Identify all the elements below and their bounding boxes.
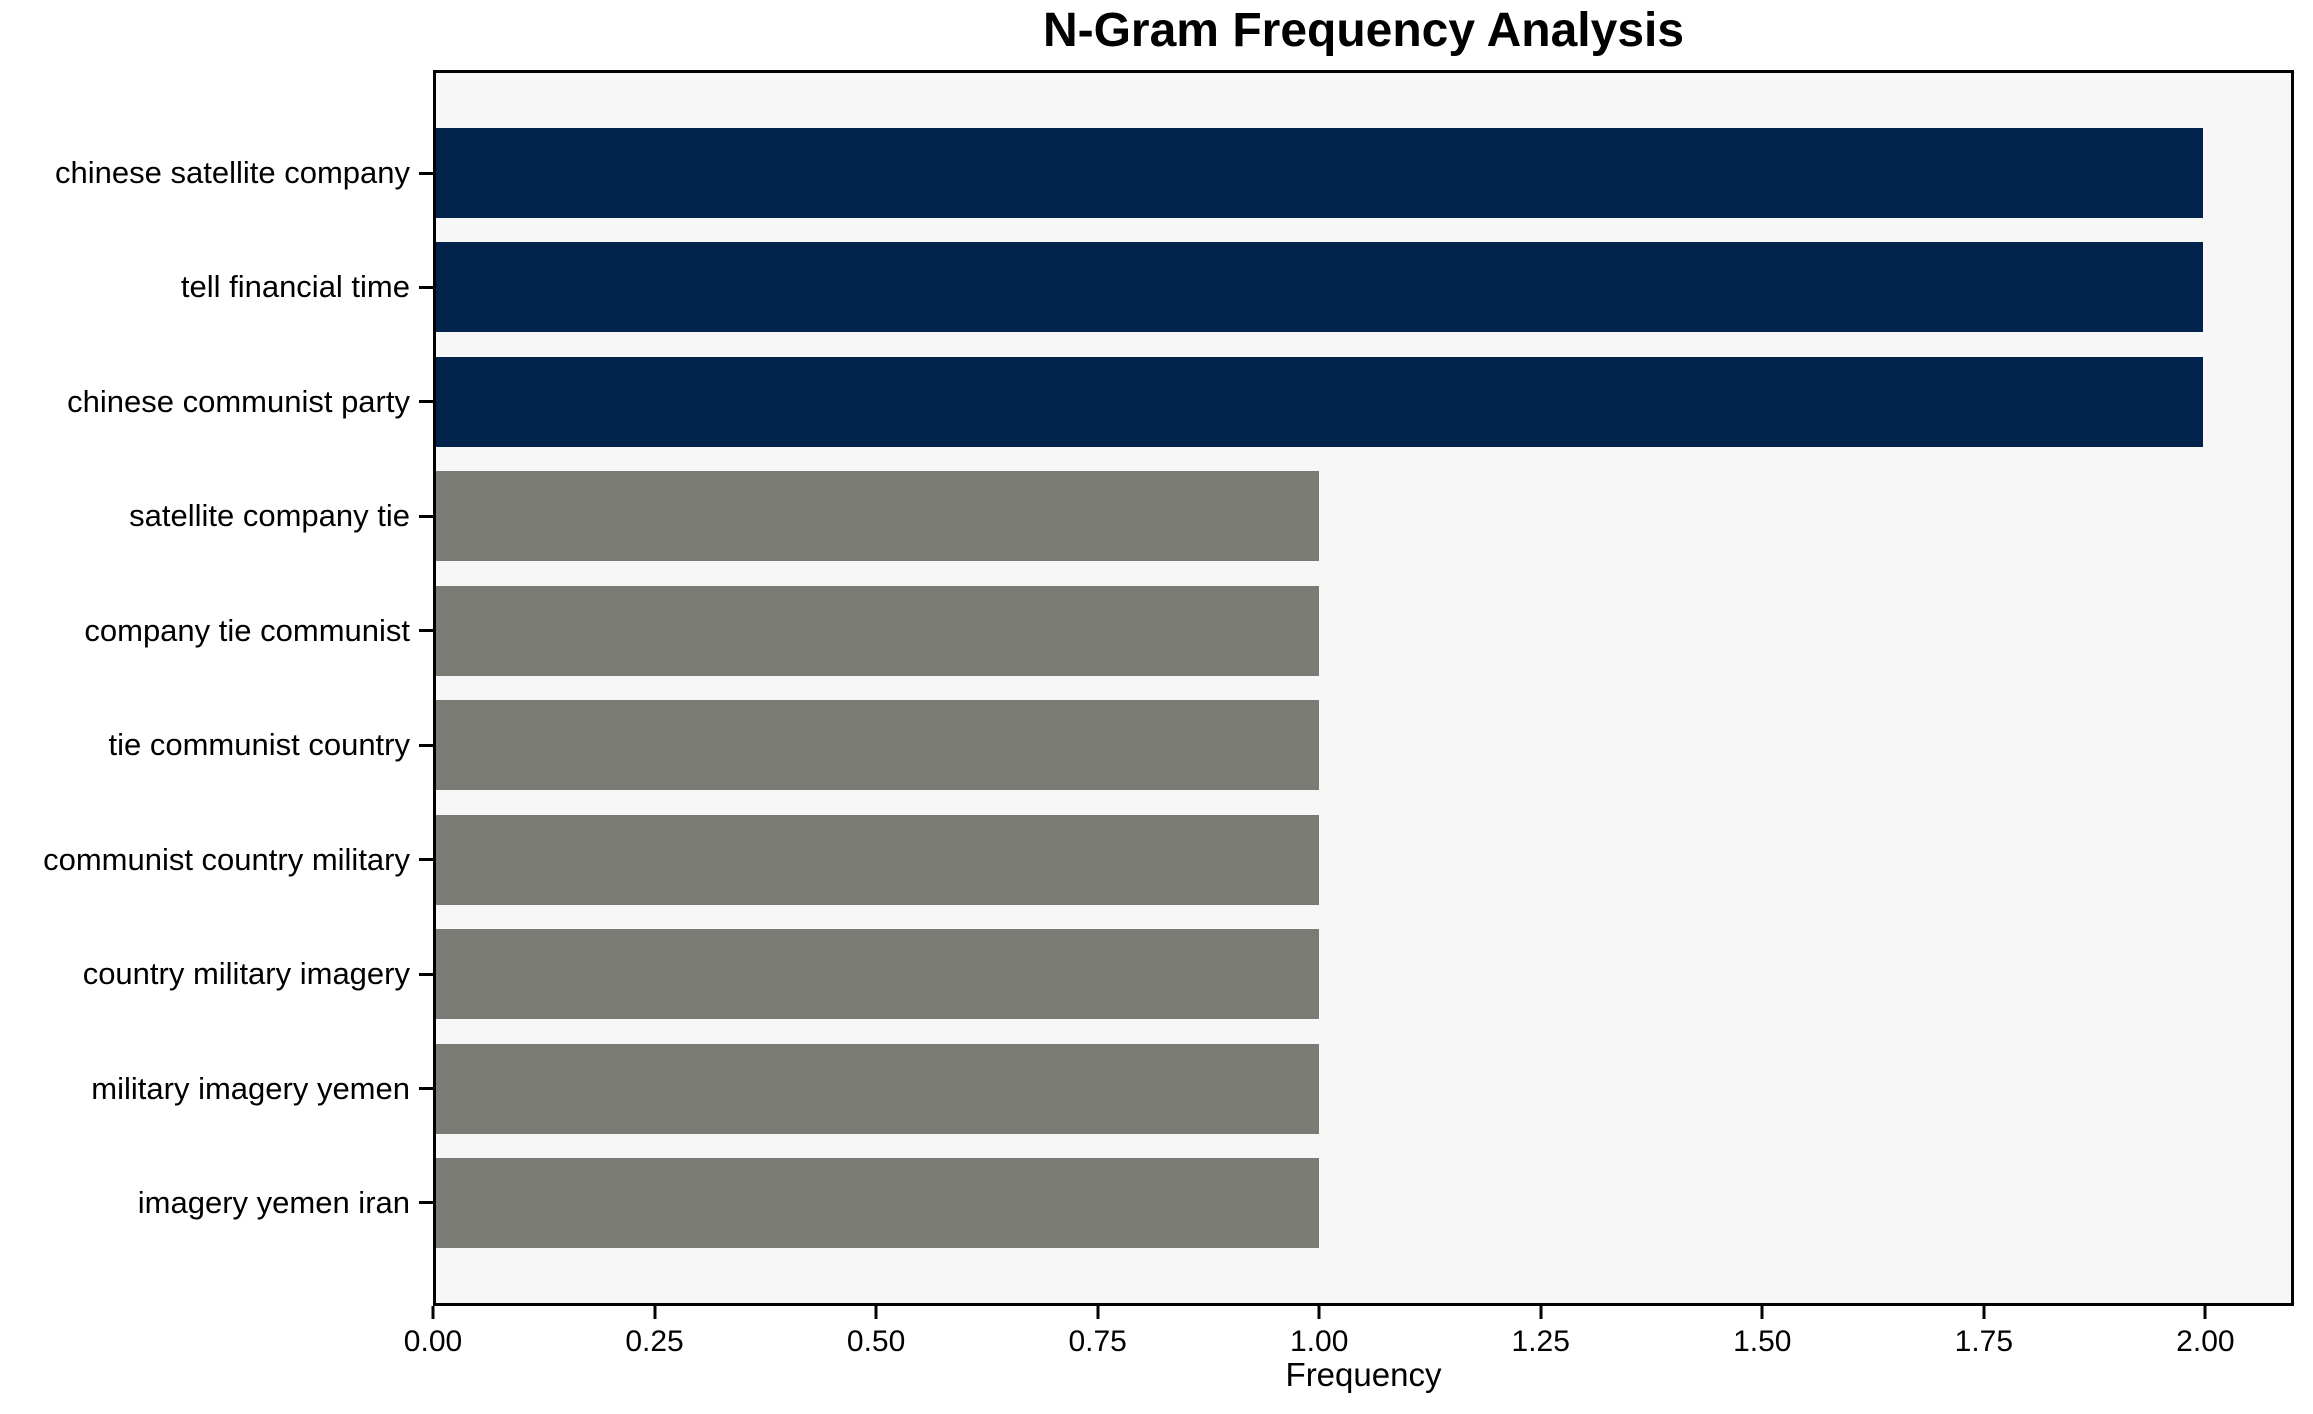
x-axis-title: Frequency bbox=[1285, 1356, 1442, 1393]
x-tick-label: 1.50 bbox=[1733, 1325, 1792, 1358]
y-tick-mark bbox=[419, 629, 433, 633]
y-category-label: tell financial time bbox=[180, 269, 410, 305]
x-tick-label: 2.00 bbox=[2176, 1325, 2235, 1358]
x-axis: 0.00 0.25 0.50 0.75 1.00 1.25 1.50 1.75 2.00 bbox=[404, 1306, 2294, 1414]
bar-company-tie-communist bbox=[436, 585, 1320, 676]
y-tick-mark bbox=[419, 400, 433, 404]
y-category-row: company tie communist bbox=[0, 586, 433, 676]
y-axis-labels: chinese satellite company tell financial … bbox=[0, 73, 433, 1303]
bar-communist-country-military bbox=[436, 814, 1320, 905]
y-category-label: communist country military bbox=[43, 841, 410, 877]
bar-military-imagery-yemen bbox=[436, 1043, 1320, 1134]
bar-tell-financial-time bbox=[436, 242, 2203, 333]
y-category-row: communist country military bbox=[0, 815, 433, 905]
bar-imagery-yemen-iran bbox=[436, 1157, 1320, 1248]
x-tick-label: 1.75 bbox=[1954, 1325, 2014, 1358]
y-tick-mark bbox=[419, 1201, 433, 1205]
x-tick-label: 0.75 bbox=[1068, 1325, 1127, 1358]
plot-area bbox=[433, 70, 2294, 1306]
x-tick-label: 1.00 bbox=[1289, 1325, 1349, 1358]
x-tick-label: 0.50 bbox=[846, 1325, 906, 1358]
y-tick-mark bbox=[419, 972, 433, 976]
y-category-row: military imagery yemen bbox=[0, 1044, 433, 1134]
y-tick-mark bbox=[419, 285, 433, 289]
bar-tie-communist-country bbox=[436, 700, 1320, 791]
x-tick-mark bbox=[1096, 1306, 1100, 1319]
y-tick-mark bbox=[419, 743, 433, 747]
y-category-label: satellite company tie bbox=[129, 498, 410, 534]
x-tick-label: 1.25 bbox=[1511, 1325, 1570, 1358]
x-tick-mark bbox=[653, 1306, 657, 1319]
bar-chinese-satellite-company bbox=[436, 128, 2203, 218]
x-tick-mark bbox=[1982, 1306, 1986, 1319]
x-tick-mark bbox=[874, 1306, 878, 1319]
x-tick-mark bbox=[1760, 1306, 1764, 1319]
x-tick-mark bbox=[2203, 1306, 2207, 1319]
y-category-row: chinese satellite company bbox=[0, 128, 433, 218]
y-category-row: tie communist country bbox=[0, 700, 433, 790]
chart-title: N-Gram Frequency Analysis bbox=[1042, 4, 1685, 57]
y-tick-mark bbox=[419, 1087, 433, 1090]
y-category-label: imagery yemen iran bbox=[137, 1184, 410, 1220]
y-category-row: tell financial time bbox=[0, 242, 433, 332]
y-category-label: chinese communist party bbox=[67, 383, 410, 419]
y-category-label: company tie communist bbox=[84, 612, 410, 648]
bar-satellite-company-tie bbox=[436, 471, 1320, 562]
x-tick-label: 0.00 bbox=[403, 1325, 463, 1358]
y-tick-mark bbox=[419, 858, 433, 862]
y-category-row: country military imagery bbox=[0, 929, 433, 1019]
x-tick-label: 0.25 bbox=[625, 1325, 684, 1358]
bar-chinese-communist-party bbox=[436, 356, 2203, 447]
x-tick-mark bbox=[1317, 1306, 1321, 1319]
x-tick-mark bbox=[431, 1306, 435, 1319]
y-category-row: satellite company tie bbox=[0, 471, 433, 561]
y-tick-mark bbox=[419, 514, 433, 518]
y-category-label: tie communist country bbox=[108, 727, 411, 763]
y-category-row: imagery yemen iran bbox=[0, 1158, 433, 1248]
y-category-label: country military imagery bbox=[82, 956, 410, 992]
y-tick-mark bbox=[419, 171, 433, 175]
y-category-label: military imagery yemen bbox=[91, 1070, 410, 1106]
x-tick-mark bbox=[1539, 1306, 1543, 1319]
y-category-label: chinese satellite company bbox=[55, 155, 410, 190]
y-category-row: chinese communist party bbox=[0, 357, 433, 447]
bar-country-military-imagery bbox=[436, 929, 1320, 1020]
